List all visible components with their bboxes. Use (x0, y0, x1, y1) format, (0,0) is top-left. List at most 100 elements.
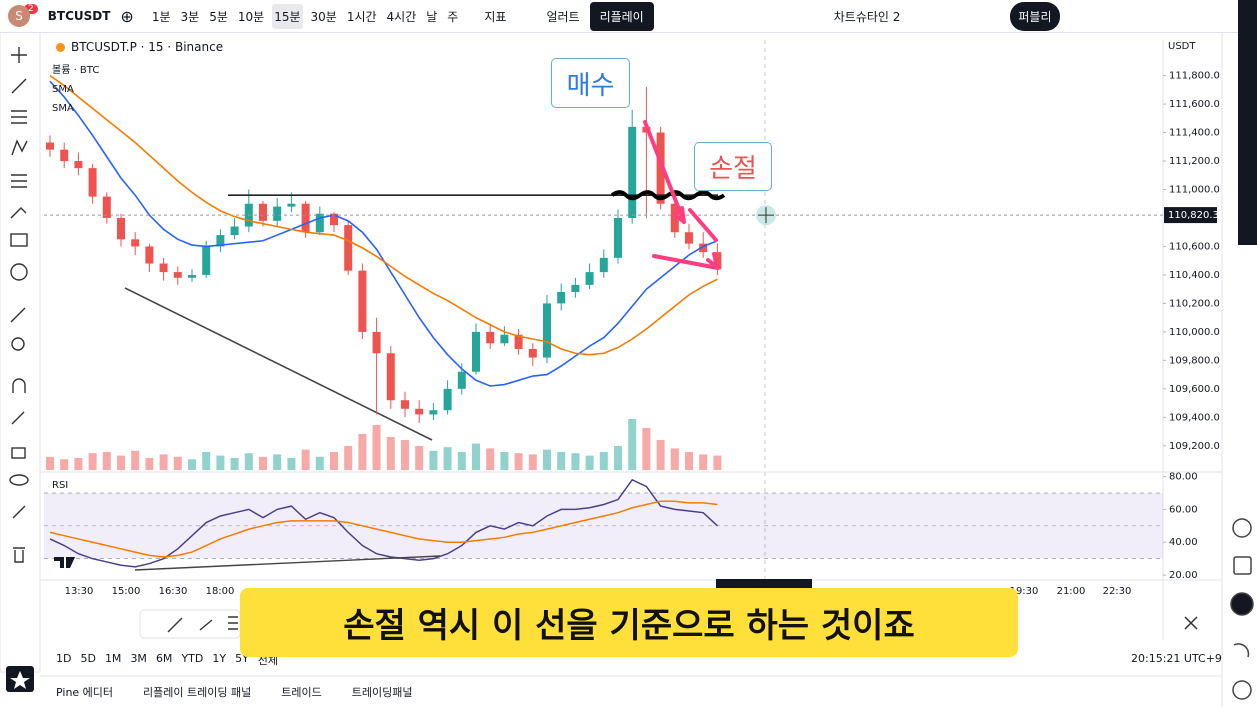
y-tick-label: 110,000.0 (1169, 327, 1220, 338)
x-tick-label: 15:00 (112, 586, 141, 597)
interval[interactable]: 30분 (310, 9, 337, 24)
range[interactable]: 1Y (212, 652, 227, 665)
avatar[interactable]: S (8, 5, 30, 27)
volume-bar (415, 446, 424, 470)
trend-line (134, 555, 441, 571)
bottom-tabs: Pine 에디터 리플레이 트레이딩 패널 트레이드 트레이딩패널 (56, 684, 412, 700)
replay[interactable]: 리플레이 (589, 1, 654, 31)
volume-bar (528, 454, 537, 470)
symbol-title: BTCUSDT.P · 15 · Binance (71, 40, 224, 54)
volume-bar (557, 452, 566, 470)
candle-body (131, 239, 140, 247)
y-tick-label: 111,600.0 (1169, 99, 1220, 110)
tab[interactable]: 트레이딩패널 (351, 686, 413, 699)
volume-bar (457, 452, 466, 470)
candle-body (614, 217, 622, 258)
volume-bar (500, 452, 509, 470)
tab[interactable]: 리플레이 트레이딩 패널 (143, 686, 252, 699)
volume-bar (188, 459, 196, 470)
candle-body (699, 243, 708, 253)
drawing-strip[interactable] (1238, 0, 1257, 245)
rsi-line (49, 478, 718, 568)
volume-bar (330, 452, 338, 470)
candle-body (528, 348, 537, 358)
candle-body (74, 161, 83, 169)
y-tick-label: 80.00 (1169, 472, 1198, 483)
currency[interactable]: USDT (1168, 41, 1196, 52)
interval[interactable]: 15분 (272, 3, 303, 29)
tab[interactable]: 트레이드 (281, 686, 322, 699)
y-tick-label: 109,800.0 (1169, 355, 1220, 366)
volume-bar (571, 453, 580, 470)
volume-bar (670, 448, 679, 470)
candle-body (301, 203, 310, 233)
right-icons[interactable] (1230, 518, 1254, 700)
volume-bar (301, 449, 310, 470)
volume-bar (628, 419, 637, 470)
alert[interactable]: 얼러트 (546, 9, 580, 24)
intervals: 1분 3분 5분 10분 15분 30분 1시간 4시간 날 주 (150, 3, 461, 29)
range[interactable]: YTD (181, 652, 204, 665)
x-tick-label: 22:30 (1103, 586, 1132, 597)
candle-body (117, 217, 125, 240)
volume-bar (315, 456, 324, 470)
trend-line (124, 287, 433, 441)
candle-body (443, 388, 452, 411)
interval[interactable]: 1시간 (346, 9, 377, 24)
interval[interactable]: 1분 (151, 9, 171, 24)
y-tick-label: 111,400.0 (1169, 128, 1220, 139)
range[interactable]: 1M (104, 652, 122, 665)
y-tick-label: 109,200.0 (1169, 441, 1220, 452)
candle-body (330, 213, 338, 226)
caption: 손절 역시 이 선을 기준으로 하는 것이죠 (240, 588, 1018, 657)
range[interactable]: 5D (80, 652, 96, 665)
interval[interactable]: 주 (447, 9, 459, 24)
interval[interactable]: 4시간 (386, 9, 417, 24)
volume-bar (273, 454, 282, 470)
volume-bar (287, 458, 296, 470)
interval[interactable]: 3분 (180, 9, 200, 24)
candle-body (543, 303, 551, 358)
candle-body (585, 272, 594, 285)
interval[interactable]: 10분 (237, 9, 265, 24)
candle-body (259, 203, 267, 221)
interval[interactable]: 날 (426, 9, 438, 24)
drawing-toolbar (139, 609, 241, 639)
indicators[interactable]: 지표 (484, 9, 507, 24)
tool-icons[interactable] (9, 47, 29, 563)
clock: 20:15:21 UTC+9 (1131, 652, 1222, 665)
symbol[interactable]: BTCUSDT (47, 9, 111, 23)
x-tick-label: 21:00 (1057, 586, 1086, 597)
volume-bar (685, 452, 693, 470)
interval[interactable]: 5분 (209, 9, 228, 24)
tab[interactable]: Pine 에디터 (56, 686, 114, 699)
stop-note: 손절 (694, 142, 772, 191)
publish[interactable]: 퍼블리 (1010, 1, 1060, 31)
candle-body (656, 132, 665, 204)
layout[interactable]: 차트슈타인 2 (833, 9, 901, 24)
volume-legend: 볼륨 · BTC (52, 65, 100, 76)
y-tick-label: 110,400.0 (1169, 270, 1220, 281)
add-symbol[interactable]: ⊕ (120, 6, 134, 26)
y-tick-label: 111,000.0 (1169, 185, 1220, 196)
range[interactable]: 6M (155, 652, 173, 665)
rsi-line (49, 500, 718, 558)
y-tick-label: 111,800.0 (1169, 71, 1220, 82)
volume-bar (60, 459, 69, 470)
volume-bar (145, 458, 154, 470)
volume-bar (131, 450, 140, 470)
y-tick-label: 40.00 (1169, 537, 1198, 548)
candle-body (358, 270, 367, 332)
current-price-label: 110,820.3 (1168, 210, 1219, 221)
range[interactable]: 1D (56, 652, 72, 665)
range[interactable]: 전체 (257, 654, 279, 667)
candle-body (60, 149, 69, 162)
scribble (610, 190, 726, 201)
volume-bar (74, 458, 83, 470)
candle-body (599, 257, 608, 273)
volume-bar (429, 450, 438, 470)
y-tick-label: 109,400.0 (1169, 412, 1220, 423)
range[interactable]: 3M (130, 652, 147, 665)
badge: 2 (24, 4, 38, 14)
volume-bar (344, 446, 353, 470)
